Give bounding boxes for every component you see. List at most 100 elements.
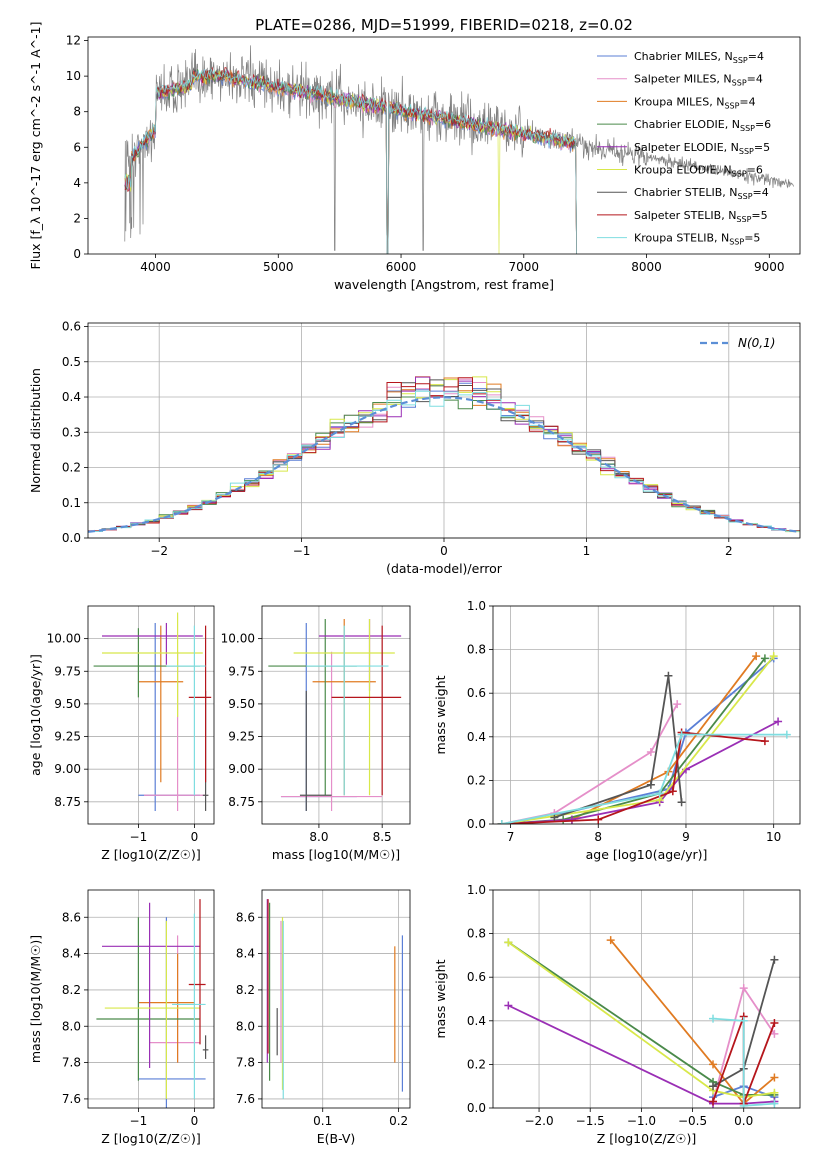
data-point-marker: [752, 652, 761, 661]
axes-frame: [492, 889, 801, 1109]
y-tick-label: 0.2: [62, 461, 81, 475]
data-point-marker: [655, 789, 664, 798]
y-tick-label: 7.8: [236, 1056, 255, 1070]
data-point-marker: [739, 984, 748, 993]
plot-area-mass-vs-ebv: [266, 899, 404, 1099]
data-point-marker: [664, 671, 673, 680]
legend-entry: Salpeter MILES, NSSP=4: [634, 73, 763, 88]
x-tick-label: −1: [130, 830, 148, 844]
x-tick-label: −1: [130, 1114, 148, 1128]
y-tick-label: 8.6: [236, 910, 255, 924]
x-axis-label: mass [log10(M/M☉)]: [272, 847, 400, 862]
y-tick-label: 10.00: [47, 632, 81, 646]
x-tick-label: 2: [725, 544, 733, 558]
plot-layer: 4000 5000 6000 7000 8000 9000024681012wavelen…: [28, 22, 801, 1146]
x-axis-label: age [log10(age/yr)]: [586, 847, 708, 862]
axes-frame: [87, 889, 215, 1109]
x-tick-label: −2.0: [524, 1114, 553, 1128]
x-tick-label: 7000: [509, 260, 540, 274]
data-point-marker: [646, 748, 655, 757]
data-point-marker: [677, 730, 686, 739]
plot-area-spectrum: [124, 45, 794, 254]
axes-frame: [87, 322, 801, 539]
data-point-marker: [504, 938, 513, 947]
data-point-marker: [770, 1088, 779, 1097]
x-tick-label: 8000: [631, 260, 662, 274]
y-tick-label: 9.75: [54, 664, 81, 678]
x-tick-label: 4000: [140, 260, 171, 274]
x-tick-label: 0: [191, 1114, 199, 1128]
axes-spectrum: 4000 5000 6000 7000 8000 9000 0 2 4 6 8 10 12 wavelen…: [28, 22, 801, 292]
axes-frame: [261, 605, 411, 825]
y-tick-label: 0.8: [467, 927, 486, 941]
y-tick-label: 4: [73, 176, 81, 190]
mass-weight-line: [712, 1017, 775, 1107]
x-tick-label: 0.1: [313, 1114, 332, 1128]
axes-frame: [492, 605, 801, 825]
y-axis-label: mass weight: [433, 959, 448, 1038]
x-tick-label: 8: [594, 830, 602, 844]
data-point-marker: [504, 1001, 513, 1010]
y-tick-label: 8.75: [228, 795, 255, 809]
data-point-marker: [770, 955, 779, 964]
y-tick-label: 9.00: [228, 762, 255, 776]
y-tick-label: 9.50: [54, 697, 81, 711]
axes-frame: [261, 889, 411, 1109]
axes-mass-weight-vs-z: −2.0 −1.5 −1.0 −0.5 0.0 0.0 0.2 0.4 0.6 0.8 1.0 Z […: [433, 883, 801, 1146]
y-tick-label: 8.6: [62, 910, 81, 924]
x-axis-label: Z [log10(Z/Z☉)]: [597, 1131, 697, 1146]
legend-entry: Salpeter ELODIE, NSSP=5: [634, 141, 770, 156]
y-tick-label: 9.00: [54, 762, 81, 776]
x-axis-label: (data-model)/error: [386, 561, 503, 576]
data-point-marker: [769, 652, 778, 661]
x-tick-label: 5000: [263, 260, 294, 274]
y-tick-label: 8.4: [62, 947, 81, 961]
data-point-marker: [739, 1016, 748, 1025]
y-tick-label: 0.4: [62, 390, 81, 404]
data-point-marker: [567, 815, 576, 824]
mass-weight-line: [554, 675, 683, 819]
y-tick-label: 0.3: [62, 425, 81, 439]
x-tick-label: 9: [682, 830, 690, 844]
y-axis-label: age [log10(age/yr)]: [28, 654, 43, 776]
y-tick-label: 0.6: [467, 970, 486, 984]
legend-entry: Kroupa ELODIE, NSSP=6: [634, 164, 763, 179]
y-tick-label: 8.0: [62, 1019, 81, 1033]
legend-entry: Chabrier ELODIE, NSSP=6: [634, 118, 771, 133]
y-tick-label: 0.2: [467, 773, 486, 787]
x-tick-label: −1.0: [627, 1114, 656, 1128]
mass-weight-line: [507, 941, 775, 1099]
residual-histogram: [88, 377, 800, 532]
x-axis-label: wavelength [Angstrom, rest frame]: [334, 277, 554, 292]
plot-area-mass-weight-vs-age: [497, 652, 791, 824]
y-tick-label: 0.6: [62, 320, 81, 334]
y-axis-label: mass [log10(M/M☉)]: [28, 935, 43, 1063]
axes-frame: [87, 605, 215, 825]
x-tick-label: 0.2: [389, 1114, 408, 1128]
y-axis-label: Normed distribution: [28, 368, 43, 493]
data-point-marker: [782, 730, 791, 739]
x-axis-label: E(B-V): [317, 1131, 356, 1146]
legend-entry: Chabrier MILES, NSSP=4: [634, 50, 764, 65]
figure-title: PLATE=0286, MJD=51999, FIBERID=0218, z=0…: [255, 16, 633, 34]
y-tick-label: 2: [73, 211, 81, 225]
mass-weight-line: [501, 733, 787, 824]
mass-weight-line: [501, 731, 765, 824]
plot-area-mass-vs-z: [96, 899, 209, 1108]
mass-weight-line: [508, 1004, 775, 1105]
y-tick-label: 8.4: [236, 947, 255, 961]
y-tick-label: 10: [66, 69, 81, 83]
x-tick-label: 7: [507, 830, 515, 844]
y-tick-label: 0.0: [467, 1101, 486, 1115]
x-tick-label: 10: [766, 830, 781, 844]
y-tick-label: 9.25: [228, 730, 255, 744]
data-point-marker: [606, 936, 615, 945]
x-tick-label: 6000: [386, 260, 417, 274]
plot-area-residuals: [88, 376, 800, 533]
plot-area-age-vs-mass: [268, 619, 402, 811]
y-tick-label: 7.8: [62, 1056, 81, 1070]
y-tick-label: 8.2: [62, 983, 81, 997]
x-tick-label: 1: [583, 544, 591, 558]
data-point-marker: [739, 1101, 748, 1108]
